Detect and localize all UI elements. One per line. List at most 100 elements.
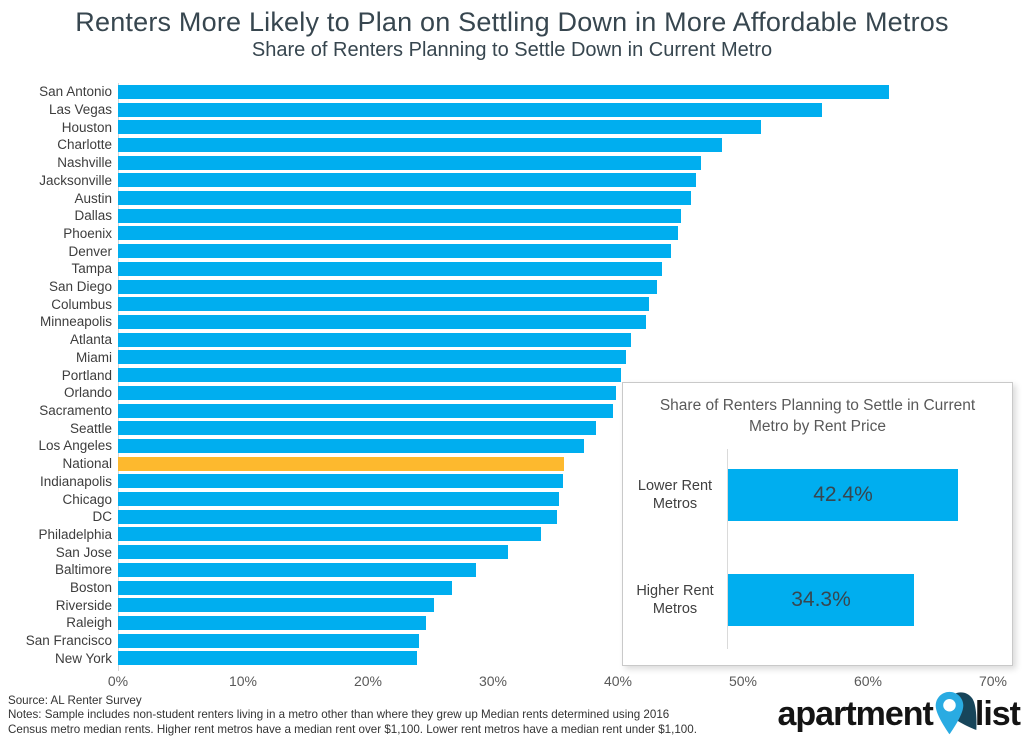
bar-track	[118, 295, 993, 313]
bar	[118, 527, 541, 542]
bar-track	[118, 366, 993, 384]
bar	[118, 191, 691, 206]
bar-track	[118, 402, 993, 420]
x-axis-tick-label: 60%	[853, 673, 883, 689]
page-subtitle: Share of Renters Planning to Settle Down…	[251, 39, 773, 61]
category-label: Sacramento	[39, 403, 112, 418]
bar	[118, 492, 560, 507]
bar	[118, 474, 563, 489]
bar-row: Jacksonville	[0, 172, 993, 190]
main-bar-rows: San Antonio Las Vegas Houston Charlotte Nash…	[0, 83, 993, 667]
bar-row: Atlanta	[0, 331, 993, 349]
inset-bar-value-label: 34.3%	[791, 588, 851, 611]
inset-category-label: Higher Rent Metros	[636, 582, 714, 617]
bar-row: Dallas	[0, 207, 993, 225]
x-axis-tick-label: 30%	[478, 673, 508, 689]
bar	[118, 438, 585, 453]
x-axis-tick-label: 0%	[107, 673, 129, 689]
bar-row: Baltimore	[0, 561, 993, 579]
category-label: Phoenix	[63, 225, 112, 241]
bar-track	[118, 331, 993, 349]
bar	[118, 297, 650, 312]
category-label: New York	[54, 650, 112, 666]
inset-bar-row: Higher Rent Metros 34.3%	[623, 574, 1012, 626]
category-label: San Diego	[48, 279, 112, 295]
bar	[118, 314, 646, 329]
notes-line-1: Notes: Sample includes non-student rente…	[8, 708, 670, 722]
bar-row: National	[0, 455, 993, 473]
bar-track	[118, 455, 993, 473]
bar-row: Raleigh	[0, 614, 993, 632]
map-pin-icon	[932, 690, 978, 743]
inset-chart-panel: Share of Renters Planning to Settle in C…	[622, 382, 1013, 666]
bar	[118, 226, 678, 241]
source-note: Source: AL Renter Survey	[8, 694, 142, 707]
bar	[118, 173, 696, 188]
bar	[118, 244, 671, 259]
category-label: Philadelphia	[38, 526, 112, 542]
bar-row: New York	[0, 650, 993, 668]
category-label: Las Vegas	[48, 102, 112, 118]
category-label: Riverside	[55, 597, 112, 613]
bar-row: Indianapolis	[0, 472, 993, 490]
category-label: Jacksonville	[39, 172, 112, 188]
category-label: San Francisco	[25, 633, 112, 649]
bar-row: Miami	[0, 349, 993, 367]
category-label: San Antonio	[39, 84, 112, 100]
bar-track	[118, 225, 993, 243]
bar-row: Las Vegas	[0, 101, 993, 119]
footer-notes: Source: AL Renter Survey Notes: Sample i…	[8, 694, 697, 737]
bar-row: DC	[0, 508, 993, 526]
category-label: Austin	[74, 190, 112, 206]
bar	[118, 509, 557, 524]
category-label: Baltimore	[54, 562, 112, 578]
bar-track	[118, 172, 993, 190]
bar	[118, 403, 613, 418]
logo-word-apartment: apartment	[777, 694, 934, 733]
category-label: Charlotte	[57, 137, 112, 153]
x-axis-tick-label: 20%	[353, 673, 383, 689]
bar-track	[118, 242, 993, 260]
category-label: DC	[92, 509, 113, 525]
bar-track	[118, 614, 993, 632]
bar-row: Chicago	[0, 490, 993, 508]
bar-row: Houston	[0, 118, 993, 136]
bar	[118, 279, 657, 294]
bar-track	[118, 154, 993, 172]
bar-row: San Antonio	[0, 83, 993, 101]
category-label: Indianapolis	[39, 473, 112, 489]
bar-track	[118, 384, 993, 402]
inset-chart-title: Share of Renters Planning to Settle in C…	[659, 397, 976, 435]
category-label: Columbus	[51, 296, 112, 312]
category-label: Portland	[61, 367, 112, 383]
category-label: Boston	[69, 580, 112, 596]
bar-row: Sacramento	[0, 402, 993, 420]
bar-track	[118, 543, 993, 561]
bar	[118, 332, 631, 347]
x-axis-tick-label: 10%	[228, 673, 258, 689]
bar-row: Riverside	[0, 596, 993, 614]
bar-track	[118, 260, 993, 278]
inset-category-label: Lower Rent Metros	[637, 477, 713, 512]
bar-track	[118, 561, 993, 579]
bar-track	[118, 313, 993, 331]
category-label: Raleigh	[66, 615, 112, 631]
bar	[118, 421, 596, 436]
bar-row: Austin	[0, 189, 993, 207]
bar-track	[118, 632, 993, 650]
x-axis-tick-label: 40%	[603, 673, 633, 689]
apartment-list-logo: apartment list	[778, 689, 1021, 739]
category-label: Seattle	[69, 420, 112, 436]
bar-track	[118, 650, 993, 668]
bar	[118, 651, 417, 666]
bar	[118, 137, 722, 152]
bar-row: Boston	[0, 579, 993, 597]
bar-track	[118, 278, 993, 296]
bar	[118, 580, 452, 595]
x-axis-tick-label: 70%	[978, 673, 1008, 689]
bar-track	[118, 83, 993, 101]
bar	[118, 155, 701, 170]
bar-track	[118, 101, 993, 119]
bar	[118, 120, 761, 135]
bar-track	[118, 349, 993, 367]
